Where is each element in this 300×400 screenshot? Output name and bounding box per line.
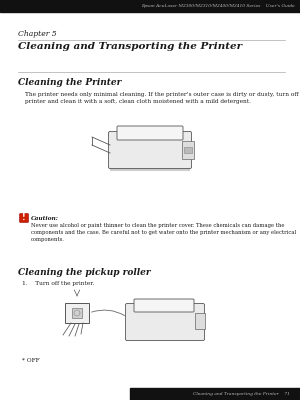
Text: Epson AcuLaser M2300/M2310/M2400/M2410 Series    User's Guide: Epson AcuLaser M2300/M2310/M2400/M2410 S… — [141, 4, 295, 8]
Bar — [65, 303, 89, 323]
Text: Cleaning and Transporting the Printer: Cleaning and Transporting the Printer — [18, 42, 242, 51]
Text: * OFF: * OFF — [22, 358, 40, 363]
Text: Cleaning the Printer: Cleaning the Printer — [18, 78, 122, 87]
Text: Cleaning the pickup roller: Cleaning the pickup roller — [18, 268, 151, 277]
FancyBboxPatch shape — [20, 214, 28, 222]
FancyBboxPatch shape — [109, 132, 191, 168]
Bar — [0, 0, 300, 12]
Bar — [184, 147, 192, 153]
Bar — [195, 313, 205, 329]
Text: Caution:: Caution: — [31, 216, 59, 221]
Bar — [130, 388, 300, 400]
Text: The printer needs only minimal cleaning. If the printer's outer case is dirty or: The printer needs only minimal cleaning.… — [25, 92, 300, 104]
Text: !: ! — [22, 214, 26, 222]
Text: Never use alcohol or paint thinner to clean the printer cover. These chemicals c: Never use alcohol or paint thinner to cl… — [31, 223, 296, 242]
FancyBboxPatch shape — [117, 126, 183, 140]
Text: Cleaning and Transporting the Printer    71: Cleaning and Transporting the Printer 71 — [193, 392, 290, 396]
FancyBboxPatch shape — [125, 304, 205, 340]
Bar — [72, 308, 82, 318]
Bar — [182, 141, 194, 159]
Text: Chapter 5: Chapter 5 — [18, 30, 57, 38]
FancyBboxPatch shape — [134, 299, 194, 312]
Text: 1.    Turn off the printer.: 1. Turn off the printer. — [22, 281, 94, 286]
Bar — [110, 167, 190, 171]
